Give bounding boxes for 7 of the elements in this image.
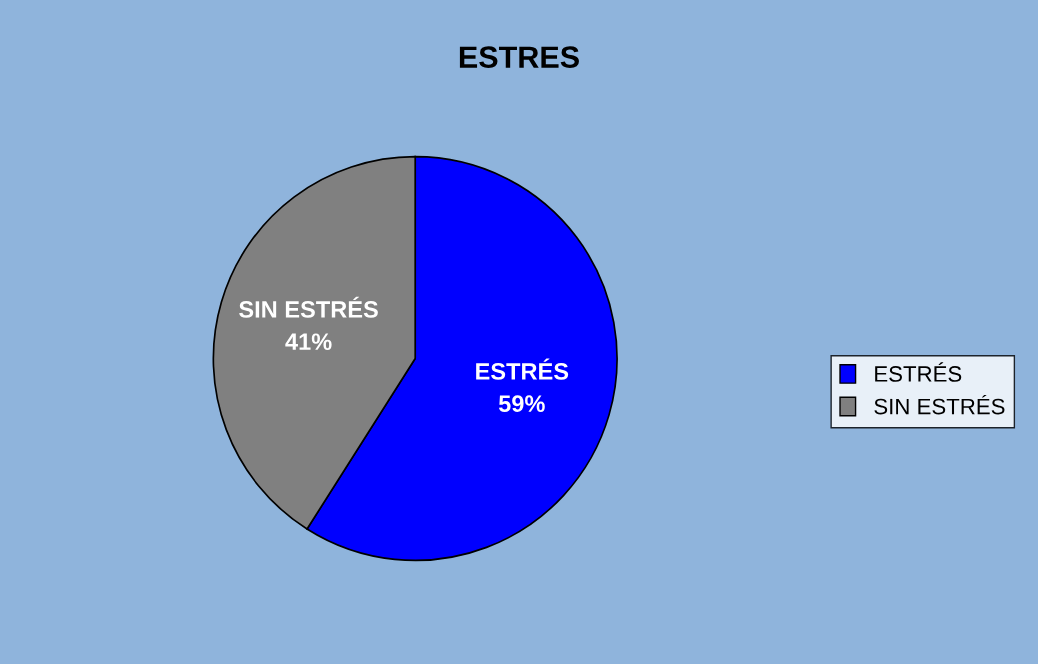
legend-label: SIN ESTRÉS [874, 394, 1005, 415]
legend-label: ESTRÉS [875, 362, 962, 382]
data-label: 41% [285, 333, 332, 351]
data-label: 59% [498, 395, 545, 413]
slice-label: SIN ESTRÉS [239, 296, 378, 318]
chart-title: ESTRES [459, 46, 579, 68]
slice-label: ESTRÉS [476, 358, 569, 380]
